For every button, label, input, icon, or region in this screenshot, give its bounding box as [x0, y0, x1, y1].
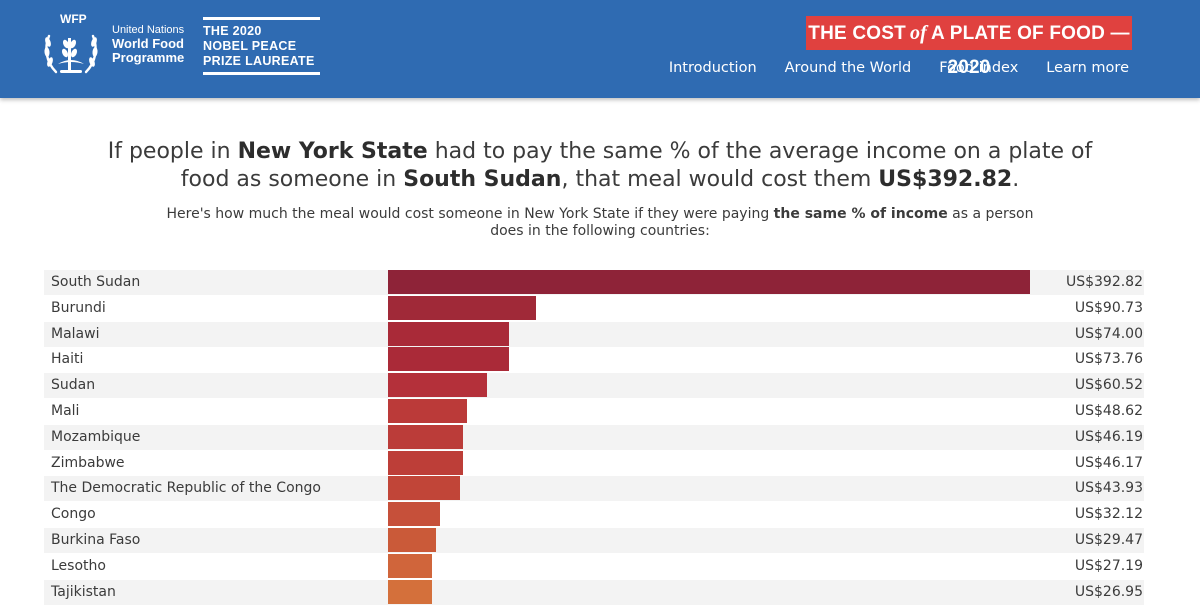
bar-zimbabwe[interactable]	[388, 451, 464, 475]
value-label: US$26.95	[1074, 584, 1143, 600]
headline-country: South Sudan	[403, 167, 562, 192]
chart-row	[44, 347, 1144, 372]
main-nav: Introduction Around the World Food index…	[669, 58, 1129, 78]
country-label: Haiti	[51, 351, 84, 367]
org-name-line-3: Programme	[112, 50, 185, 65]
country-label: Mali	[51, 403, 80, 419]
country-label: Mozambique	[51, 429, 141, 445]
headline-amount: US$392.82	[878, 167, 1013, 192]
value-label: US$74.00	[1074, 326, 1143, 342]
country-label: Congo	[51, 506, 96, 522]
value-label: US$73.76	[1074, 351, 1143, 367]
chart-row	[44, 425, 1144, 450]
bar-lesotho[interactable]	[388, 554, 433, 578]
value-label: US$43.93	[1074, 480, 1143, 496]
nobel-line-2: NOBEL PEACE	[203, 39, 297, 53]
brand-part-1: THE COST	[808, 23, 906, 44]
subtitle-text-1: Here's how much the meal would cost some…	[166, 206, 774, 222]
country-label: Lesotho	[51, 558, 106, 574]
nav-around-the-world[interactable]: Around the World	[784, 60, 912, 76]
country-label: Malawi	[51, 326, 100, 342]
top-header: WFP United Nations World Food Programme …	[0, 0, 1200, 98]
bar-malawi[interactable]	[388, 322, 509, 346]
bar-congo[interactable]	[388, 502, 441, 526]
org-name: United Nations World Food Programme	[112, 24, 184, 65]
chart-row	[44, 528, 1144, 553]
bar-mali[interactable]	[388, 399, 468, 423]
bar-sudan[interactable]	[388, 373, 487, 397]
cost-of-a-plate-badge[interactable]: THE COST of A PLATE OF FOOD — 2020	[806, 16, 1132, 78]
country-label: South Sudan	[51, 274, 141, 290]
chart-row	[44, 580, 1144, 605]
bar-south-sudan[interactable]	[388, 270, 1030, 294]
bar-haiti[interactable]	[388, 347, 509, 371]
country-label: Burundi	[51, 300, 106, 316]
chart-row	[44, 399, 1144, 424]
nobel-line-1: THE 2020	[203, 24, 262, 38]
nav-learn-more[interactable]: Learn more	[1046, 60, 1129, 76]
org-name-line-1: United Nations	[112, 24, 185, 36]
bar-tajikistan[interactable]	[388, 580, 433, 604]
country-label: Zimbabwe	[51, 455, 125, 471]
wfp-wreath-logo-icon	[44, 34, 98, 74]
headline-text-2: had to pay the same % of the average inc…	[180, 139, 1093, 192]
bar-burkina-faso[interactable]	[388, 528, 437, 552]
wfp-abbreviation: WFP	[60, 12, 87, 26]
value-label: US$392.82	[1065, 274, 1143, 290]
bar-the-democratic-republic-of-the-congo[interactable]	[388, 476, 460, 500]
org-name-line-2: World Food	[112, 36, 184, 51]
value-label: US$27.19	[1074, 558, 1143, 574]
value-label: US$46.17	[1074, 455, 1143, 471]
country-label: Tajikistan	[51, 584, 116, 600]
headline-place: New York State	[237, 139, 428, 164]
chart-row	[44, 373, 1144, 398]
headline-text-1: If people in	[107, 139, 238, 164]
nobel-line-3: PRIZE LAUREATE	[203, 54, 315, 68]
nobel-prize-badge: THE 2020 NOBEL PEACE PRIZE LAUREATE	[203, 17, 320, 75]
chart-row	[44, 502, 1144, 527]
value-label: US$32.12	[1074, 506, 1143, 522]
subtitle-bold: the same % of income	[773, 206, 948, 222]
country-label: Sudan	[51, 377, 96, 393]
nav-introduction[interactable]: Introduction	[668, 60, 757, 76]
value-label: US$46.19	[1074, 429, 1143, 445]
chart-row	[44, 476, 1144, 501]
cost-bar-chart: South Sudan US$392.82 Burundi US$90.73 Malaw…	[44, 270, 1144, 606]
chart-row	[44, 296, 1144, 321]
headline: If people in New York State had to pay t…	[100, 138, 1100, 194]
chart-row	[44, 554, 1144, 579]
brand-part-2: A PLATE OF FOOD — 2020	[931, 23, 1130, 78]
subtitle-text-2: as a person does in the following countr…	[490, 206, 1034, 239]
nav-food-index[interactable]: Food index	[939, 60, 1019, 76]
bar-mozambique[interactable]	[388, 425, 464, 449]
country-label: The Democratic Republic of the Congo	[51, 480, 321, 496]
headline-text-4: .	[1012, 167, 1020, 192]
chart-row	[44, 451, 1144, 476]
value-label: US$60.52	[1074, 377, 1143, 393]
value-label: US$90.73	[1074, 300, 1143, 316]
value-label: US$48.62	[1074, 403, 1143, 419]
subtitle: Here's how much the meal would cost some…	[160, 206, 1040, 240]
bar-burundi[interactable]	[388, 296, 537, 320]
headline-text-3: , that meal would cost them	[561, 167, 879, 192]
chart-row	[44, 322, 1144, 347]
brand-of: of	[909, 22, 928, 44]
value-label: US$29.47	[1074, 532, 1143, 548]
country-label: Burkina Faso	[51, 532, 141, 548]
